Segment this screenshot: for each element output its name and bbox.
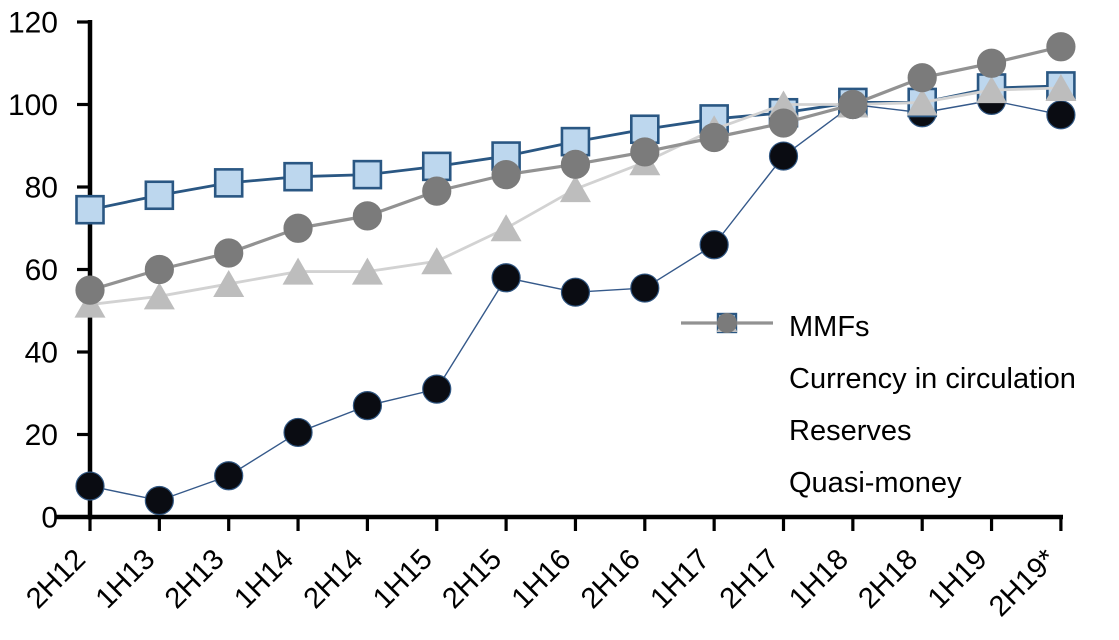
data-point-circle: [699, 122, 729, 153]
y-tick-label: 80: [25, 172, 58, 205]
data-point-circle: [144, 485, 174, 516]
data-point-circle: [283, 213, 313, 243]
legend-marker-quasi-money-circle-icon: [681, 313, 773, 505]
data-point-square: [213, 168, 244, 198]
legend-label-mmfs: MMFs: [789, 310, 870, 343]
data-point-circle: [560, 149, 591, 179]
data-point-circle: [1046, 32, 1076, 62]
data-point-circle: [214, 238, 244, 268]
x-tick-label: 1H14: [228, 543, 300, 615]
x-tick-label: 2H13: [159, 543, 231, 615]
data-point-triangle: [282, 257, 314, 285]
y-tick-label: 120: [8, 7, 58, 40]
x-tick-label: 2H19*: [983, 543, 1063, 623]
data-point-circle: [630, 137, 660, 167]
x-tick-label: 1H16: [506, 543, 578, 615]
data-point-triangle: [559, 175, 591, 203]
data-point-circle: [491, 160, 521, 190]
data-point-circle: [422, 176, 452, 206]
x-tick-label: 2H12: [20, 543, 92, 615]
legend-marker-currency-square-icon: [681, 312, 773, 401]
legend-marker-reserves-triangle-icon: [681, 313, 773, 453]
data-point-triangle: [143, 282, 175, 310]
data-point-circle: [491, 263, 521, 293]
x-tick-label: 2H15: [436, 543, 508, 615]
data-point-triangle: [213, 269, 245, 297]
series-quasi-money: [75, 32, 1076, 305]
legend-label-quasi-money: Quasi-money: [789, 466, 962, 499]
x-tick-label: 2H16: [575, 543, 647, 615]
chart-legend: MMFs Currency in circulation Reserves Qu…: [681, 301, 1076, 509]
data-point-square: [144, 180, 175, 211]
data-point-circle: [352, 391, 382, 421]
x-tick-label: 1H13: [90, 543, 162, 615]
y-tick-label: 40: [25, 337, 58, 370]
data-point-circle: [630, 273, 660, 303]
y-tick-label: 60: [25, 254, 58, 287]
x-tick-label: 2H17: [714, 543, 786, 615]
data-point-circle: [352, 201, 382, 231]
x-tick-label: 1H18: [783, 543, 855, 615]
x-tick-label: 1H19: [922, 543, 994, 615]
y-tick-label: 20: [25, 419, 58, 452]
data-point-circle: [75, 471, 105, 501]
data-point-triangle: [976, 76, 1008, 104]
data-point-circle: [976, 48, 1007, 78]
x-tick-label: 1H15: [367, 543, 439, 615]
y-tick-label: 0: [41, 502, 58, 535]
data-point-square: [283, 161, 313, 192]
legend-item-reserves: Reserves: [681, 313, 1076, 457]
data-point-circle: [838, 89, 868, 120]
x-tick-label: 1H17: [644, 543, 716, 615]
legend-item-currency-in-circulation: Currency in circulation: [681, 312, 1076, 405]
data-point-circle: [1046, 100, 1076, 130]
data-point-circle: [560, 277, 591, 307]
data-point-square: [421, 151, 452, 182]
legend-label-reserves: Reserves: [789, 414, 912, 447]
data-point-triangle: [351, 257, 383, 285]
data-point-triangle: [906, 88, 938, 116]
data-point-circle: [214, 461, 244, 491]
data-point-circle: [768, 108, 799, 138]
legend-label-currency-in-circulation: Currency in circulation: [789, 362, 1076, 395]
data-point-circle: [768, 141, 799, 171]
data-point-circle: [283, 417, 313, 448]
data-point-circle: [144, 254, 174, 285]
data-point-circle: [699, 230, 729, 260]
data-point-circle: [75, 275, 105, 305]
data-point-square: [75, 194, 105, 225]
x-tick-label: 2H18: [852, 543, 924, 615]
data-point-triangle: [490, 214, 522, 242]
legend-item-quasi-money: Quasi-money: [681, 313, 1076, 509]
data-point-square: [352, 159, 383, 190]
data-point-triangle: [421, 247, 453, 275]
x-tick-label: 2H14: [298, 543, 370, 615]
data-point-triangle: [1045, 74, 1077, 101]
data-point-circle: [907, 63, 937, 93]
y-tick-label: 100: [8, 89, 58, 122]
data-point-circle: [422, 374, 452, 404]
